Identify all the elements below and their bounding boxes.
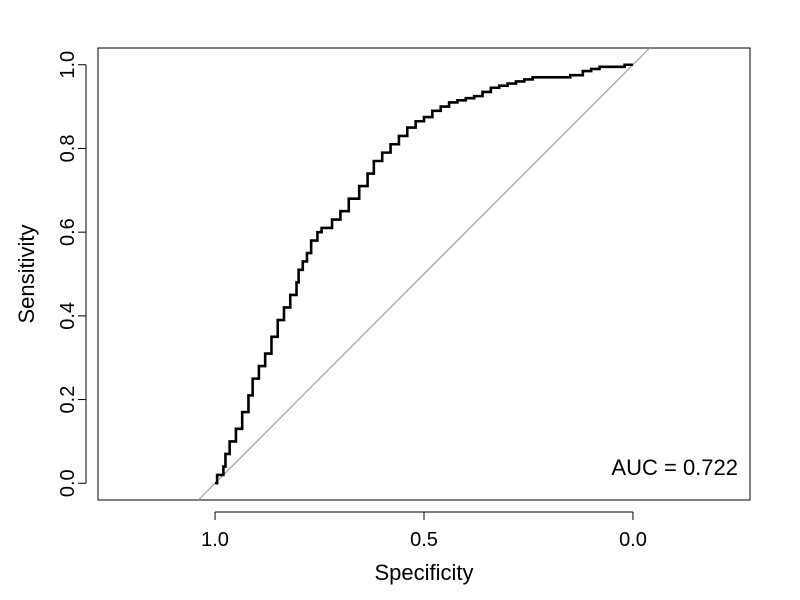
x-tick-label: 1.0: [201, 529, 229, 551]
x-tick-label: 0.0: [619, 529, 647, 551]
reference-diagonal-layer: [197, 47, 651, 501]
x-axis-label: Specificity: [374, 560, 473, 585]
y-tick-label: 0.8: [57, 135, 79, 163]
x-axis: 1.0 0.5 0.0: [201, 511, 647, 551]
y-axis: 0.0 0.2 0.4 0.6 0.8 1.0: [57, 51, 87, 497]
y-tick-label: 0.0: [57, 469, 79, 497]
roc-curve: [215, 63, 633, 485]
y-axis-label: Sensitivity: [14, 224, 39, 323]
plot-frame: [97, 47, 751, 501]
x-tick-label: 0.5: [410, 529, 438, 551]
reference-diagonal: [197, 47, 651, 501]
y-tick-label: 0.4: [57, 302, 79, 330]
roc-curve-layer: [215, 63, 633, 485]
y-tick-label: 0.2: [57, 386, 79, 414]
y-tick-label: 1.0: [57, 51, 79, 79]
auc-annotation: AUC = 0.722: [611, 455, 738, 480]
y-tick-label: 0.6: [57, 218, 79, 246]
